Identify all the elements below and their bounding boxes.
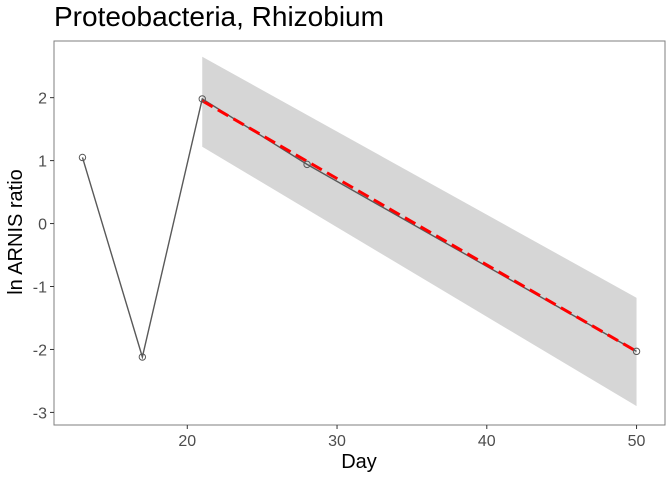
y-tick-label: -2 <box>33 342 47 359</box>
y-tick-label: -1 <box>33 280 47 297</box>
y-axis: -3 -2 -1 0 1 2 <box>33 91 54 422</box>
observed-series-line <box>81 97 637 360</box>
fit-trend-line <box>201 99 638 353</box>
x-axis: 20 30 40 50 <box>178 425 646 450</box>
confidence-band <box>202 56 637 407</box>
y-axis-title: ln ARNIS ratio <box>5 169 27 295</box>
x-tick-label: 20 <box>178 433 196 450</box>
x-axis-title: Day <box>341 451 377 473</box>
observed-points <box>78 95 641 361</box>
y-tick-label: -3 <box>33 405 47 422</box>
data-point <box>198 95 206 103</box>
data-point <box>78 153 87 162</box>
y-tick-label: 1 <box>38 154 47 171</box>
data-point <box>138 353 147 361</box>
plot-area <box>53 40 666 426</box>
data-point <box>303 160 311 169</box>
data-point <box>632 347 641 356</box>
chart-title: Proteobacteria, Rhizobium <box>54 1 384 32</box>
x-tick-label: 30 <box>328 433 346 450</box>
x-tick-label: 50 <box>628 433 646 450</box>
y-tick-label: 0 <box>38 217 47 234</box>
y-tick-label: 2 <box>38 91 47 108</box>
panel-border <box>53 40 666 426</box>
x-tick-label: 40 <box>478 433 496 450</box>
